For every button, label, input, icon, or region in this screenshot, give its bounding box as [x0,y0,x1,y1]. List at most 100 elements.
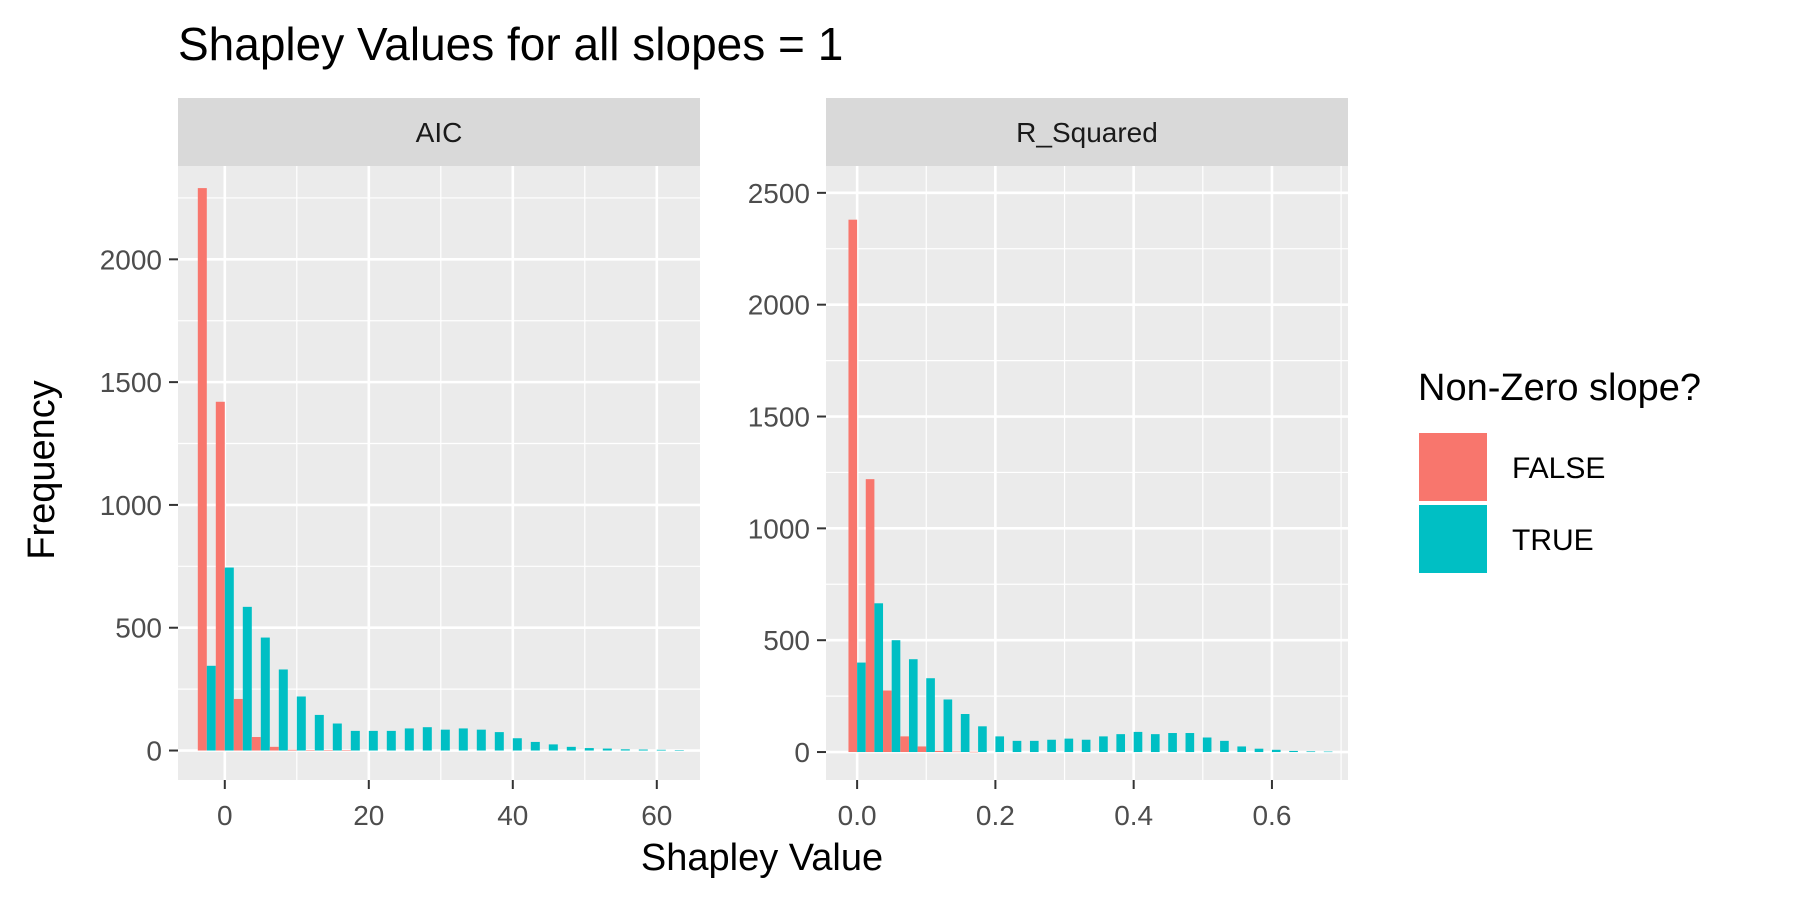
bar-true [1289,750,1298,753]
y-tick-label: 2500 [748,178,810,209]
bar-true [260,637,270,751]
bar-true [1150,734,1160,753]
bar-true [584,748,594,751]
bar-true [314,714,324,751]
x-tick-label: 40 [497,800,528,831]
bar-false [233,698,243,751]
bar-true [548,744,558,751]
bar-true [995,736,1005,753]
bar-true [494,732,504,751]
bar-true [386,730,396,751]
bar-false [969,751,979,753]
y-tick-label: 1500 [748,402,810,433]
x-tick-label: 20 [353,800,384,831]
bar-true [224,567,234,751]
bar-true [1064,738,1074,753]
y-tick-label: 1500 [100,367,162,398]
panel-aic: AIC 0 500 1000 1500 2000 0 20 40 60 [100,98,700,831]
bar-true [332,723,342,751]
bar-false [865,479,875,753]
y-tick-label: 500 [763,625,810,656]
y-tick-label: 1000 [748,513,810,544]
panel-strip-label: R_Squared [1016,117,1158,148]
x-tick-label: 0 [217,800,233,831]
bar-true [404,728,414,751]
bar-false [323,750,333,751]
bar-true [602,748,612,751]
bar-true [1099,736,1108,753]
legend-label-true: TRUE [1512,524,1594,557]
bar-false [341,750,351,751]
bar-true [1012,740,1022,753]
bar-true [1081,739,1091,753]
y-tick-label: 2000 [100,244,162,275]
bar-true [440,729,450,751]
y-tick-label: 500 [115,613,162,644]
y-tick-label: 0 [794,737,810,768]
bar-true [1306,751,1316,753]
bar-true [1271,749,1281,753]
bar-false [900,736,909,753]
y-tick-label: 2000 [748,290,810,321]
bar-true [874,603,884,753]
bar-false [934,750,944,753]
bar-true [1185,733,1195,753]
bar-true [1116,734,1126,753]
panel-strip [178,98,700,166]
bar-true [368,730,378,751]
bar-true [656,749,666,751]
bar-true [512,738,522,751]
bar-true [960,714,970,753]
bar-false [215,401,225,751]
bar-true [566,746,576,751]
bar-true [242,606,252,751]
bar-false [305,750,315,751]
bar-false [269,746,279,751]
bar-false [251,737,261,751]
bar-true [620,749,630,751]
x-tick-label: 0.2 [976,800,1015,831]
panel-r-squared: R_Squared 0 500 1000 1500 2000 2500 0.0 0.2 0.4 0.… [748,98,1348,831]
bar-true [1029,740,1039,753]
bar-true [458,728,468,751]
x-tick-label: 0.6 [1252,800,1291,831]
bar-true [206,665,216,751]
bar-true [978,726,987,753]
bar-true [530,741,540,751]
legend: Non-Zero slope? FALSE TRUE [1417,367,1701,575]
legend-key-false [1417,431,1489,503]
chart-title: Shapley Values for all slopes = 1 [178,18,843,70]
bar-false [848,219,858,753]
bar-true [908,659,918,753]
bar-true [1168,733,1177,753]
legend-key-true [1417,503,1489,575]
bar-true [1133,731,1143,753]
bar-true [857,662,866,753]
bar-false [952,751,961,753]
bar-true [1220,740,1229,753]
bar-true [422,727,432,751]
legend-label-false: FALSE [1512,452,1605,485]
bar-false [917,746,927,753]
y-tick-label: 1000 [100,490,162,521]
bar-true [278,669,288,751]
legend-title: Non-Zero slope? [1418,367,1701,409]
y-tick-label: 0 [146,736,162,767]
bar-true [638,749,648,751]
bar-true [1237,746,1247,753]
x-axis-label: Shapley Value [641,837,883,879]
bar-true [926,678,935,753]
bar-true [943,699,953,753]
bar-true [891,640,901,753]
panel-strip [826,98,1348,166]
x-tick-label: 60 [641,800,672,831]
x-tick-label: 0.0 [838,800,877,831]
bar-true [1254,748,1264,753]
bar-true [1202,737,1212,753]
bar-true [476,729,486,751]
bar-false [287,749,297,751]
bar-true [1323,751,1333,753]
x-tick-label: 0.4 [1114,800,1153,831]
bar-true [350,730,360,751]
